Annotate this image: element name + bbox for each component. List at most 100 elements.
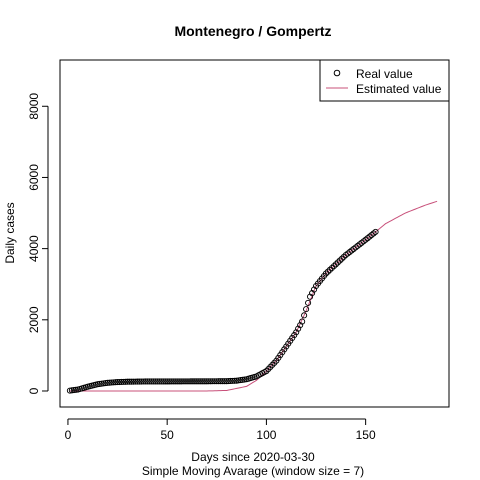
real-value-point — [263, 367, 270, 375]
real-value-point — [174, 378, 181, 385]
real-value-point — [267, 363, 274, 370]
series-layer — [66, 200, 438, 394]
real-value-point — [241, 376, 248, 383]
real-value-point — [136, 378, 143, 385]
estimated-value-line — [69, 200, 438, 392]
y-tick-label: 0 — [27, 387, 41, 394]
x-tick-label: 50 — [160, 428, 174, 442]
real-value-point — [108, 379, 115, 386]
real-value-point — [168, 378, 175, 385]
real-value-point — [330, 263, 337, 270]
real-value-point — [164, 378, 171, 385]
real-value-point — [187, 378, 195, 385]
real-value-point — [328, 264, 335, 272]
real-value-point — [70, 387, 77, 394]
legend-marker-real — [333, 69, 341, 77]
real-value-point — [148, 378, 155, 385]
real-value-point — [66, 387, 73, 394]
real-value-point — [114, 379, 121, 386]
axes: 0 50 100 150 0 2000 4000 6000 8000 — [27, 93, 376, 442]
real-value-point — [140, 378, 147, 385]
real-value-point — [326, 266, 333, 273]
real-value-point — [231, 377, 238, 384]
real-value-point — [162, 378, 169, 385]
real-value-point — [265, 365, 272, 373]
real-value-point — [120, 378, 127, 385]
real-value-point — [193, 378, 200, 385]
real-value-point — [142, 378, 149, 385]
real-value-point — [156, 378, 163, 385]
real-value-point — [217, 378, 224, 385]
real-value-point — [299, 318, 306, 325]
real-value-point — [189, 378, 197, 385]
real-value-point — [185, 378, 193, 385]
chart-subtitle: Simple Moving Avarage (window size = 7) — [142, 464, 364, 478]
real-value-point — [158, 378, 165, 385]
real-value-point — [150, 378, 157, 385]
real-value-point — [305, 299, 312, 306]
real-value-point — [179, 378, 187, 385]
x-tick-label: 100 — [256, 428, 276, 442]
real-value-point — [269, 361, 276, 368]
real-value-point — [207, 378, 214, 385]
real-value-point — [110, 379, 117, 386]
y-tick-label: 2000 — [27, 306, 41, 333]
plot-frame — [59, 59, 450, 408]
real-value-point — [237, 377, 244, 384]
real-value-point — [98, 380, 105, 387]
real-value-point — [144, 378, 151, 385]
x-axis-label: Days since 2020-03-30 — [191, 450, 315, 464]
y-tick-label: 6000 — [27, 164, 41, 191]
real-value-point — [340, 253, 347, 260]
real-value-point — [295, 325, 302, 332]
real-value-point — [297, 322, 304, 329]
real-value-point — [197, 378, 204, 385]
real-value-point — [334, 259, 341, 266]
x-tick-label: 0 — [65, 428, 72, 442]
real-value-point — [106, 379, 113, 386]
real-value-point — [205, 378, 212, 385]
x-tick-label: 150 — [356, 428, 376, 442]
real-value-point — [134, 378, 141, 385]
real-value-point — [72, 386, 79, 393]
legend-box — [319, 59, 450, 102]
y-tick-label: 8000 — [27, 93, 41, 120]
real-value-point — [211, 378, 218, 385]
real-value-point — [118, 378, 125, 385]
real-value-point — [219, 378, 226, 385]
real-value-point — [130, 378, 137, 385]
real-value-point — [128, 378, 135, 385]
real-value-point — [368, 231, 375, 239]
real-value-point — [324, 268, 331, 275]
real-value-point — [372, 228, 379, 235]
real-value-point — [271, 359, 278, 366]
real-value-point — [94, 381, 101, 388]
real-value-point — [225, 378, 232, 385]
real-value-point — [160, 378, 167, 385]
real-value-point — [209, 378, 216, 385]
real-value-point — [112, 379, 119, 386]
real-value-point — [124, 378, 131, 385]
real-value-point — [221, 378, 228, 385]
real-value-point — [307, 293, 314, 300]
real-value-point — [146, 378, 153, 385]
real-value-point — [122, 378, 129, 385]
real-value-point — [223, 378, 230, 385]
legend-label-estimated: Estimated value — [356, 82, 442, 96]
real-value-point — [338, 255, 345, 262]
real-value-point — [170, 378, 177, 385]
y-tick-label: 4000 — [27, 235, 41, 262]
real-value-point — [132, 378, 139, 385]
real-value-point — [138, 378, 145, 385]
real-value-point — [181, 378, 189, 385]
real-value-point — [322, 270, 330, 277]
real-value-point — [215, 378, 222, 385]
real-value-point — [154, 378, 161, 385]
real-value-point — [301, 312, 308, 319]
real-value-point — [183, 378, 191, 385]
real-value-point — [178, 378, 185, 385]
real-value-point — [309, 290, 316, 297]
real-value-point — [195, 378, 202, 385]
real-value-point — [293, 329, 300, 336]
